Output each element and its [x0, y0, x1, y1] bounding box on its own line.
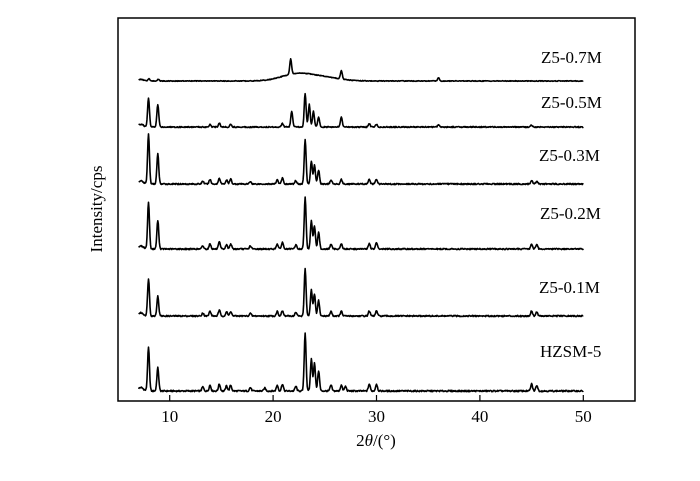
- x-tick-label: 50: [575, 407, 592, 426]
- series-label-z5-0-2m: Z5-0.2M: [540, 204, 601, 223]
- series-label-z5-0-3m: Z5-0.3M: [539, 146, 600, 165]
- x-axis-title-symbol: θ: [365, 431, 373, 450]
- series-label-z5-0-7m: Z5-0.7M: [541, 48, 602, 67]
- x-tick-label: 40: [471, 407, 488, 426]
- series-line-z5-0-1m: [138, 267, 584, 318]
- x-tick-label: 10: [161, 407, 178, 426]
- series-line-z5-0-7m: [138, 58, 584, 83]
- x-axis: 10 20 30 40 50: [161, 395, 592, 426]
- x-axis-title-prefix: 2: [356, 431, 365, 450]
- x-tick-label: 30: [368, 407, 385, 426]
- series-line-z5-0-5m: [138, 92, 584, 129]
- x-axis-title: 2θ/(°): [356, 431, 396, 450]
- series-group: [137, 58, 584, 393]
- series-label-z5-0-1m: Z5-0.1M: [539, 278, 600, 297]
- series-label-z5-0-5m: Z5-0.5M: [541, 93, 602, 112]
- series-labels: HZSM-5 Z5-0.1M Z5-0.2M Z5-0.3M Z5-0.5M Z5-0.7…: [539, 48, 602, 361]
- y-axis-title: Intensity/cps: [87, 166, 106, 253]
- x-axis-title-suffix: /(°): [373, 431, 396, 450]
- series-line-z5-0-3m: [138, 133, 584, 186]
- series-label-hzsm-5: HZSM-5: [540, 342, 601, 361]
- series-line-hzsm-5: [137, 332, 584, 393]
- x-tick-label: 20: [265, 407, 282, 426]
- series-line-z5-0-2m: [138, 196, 584, 251]
